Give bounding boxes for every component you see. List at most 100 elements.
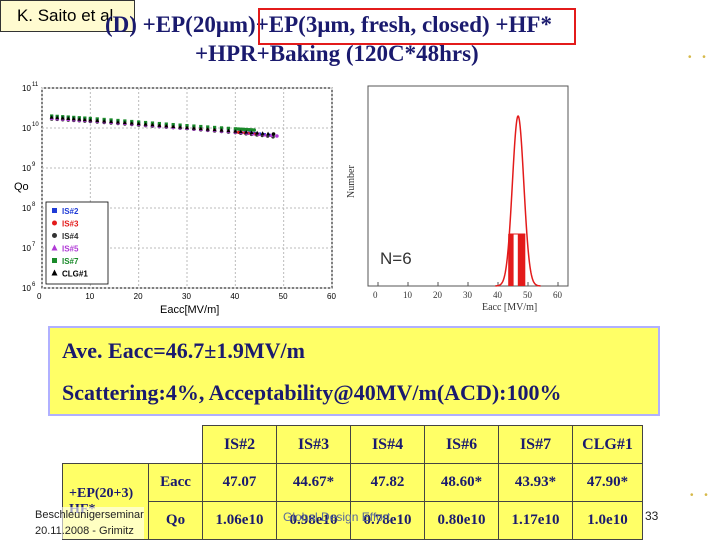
table-cell: 47.07: [202, 463, 277, 502]
legend-label: IS#4: [62, 232, 79, 241]
legend-label: IS#3: [62, 220, 79, 229]
data-point: [268, 133, 273, 138]
x-tick-label: 60: [327, 292, 336, 301]
eacc-histogram: 0 10 20 30 40 50 60 N=6 Number Eacc [MV/m]: [342, 78, 574, 318]
column-header: IS#2: [202, 425, 277, 464]
table-row: Qo 1.06e10 0.98e10 0.78e10 0.80e10 1.17e…: [63, 501, 643, 540]
scattering-acceptability: Scattering:4%, Acceptability@40MV/m(ACD)…: [62, 380, 562, 405]
footer-seminar: Beschleunigerseminar 20.11.2008 - Grimit…: [35, 507, 144, 539]
data-point: [271, 132, 276, 136]
y-tick-label: 10: [22, 124, 31, 133]
data-point: [77, 117, 82, 121]
y-tick-exponent: 10: [32, 122, 39, 128]
data-point: [236, 127, 240, 131]
data-point: [136, 121, 141, 126]
gaussian-fit-curve: [495, 115, 541, 287]
data-point: [122, 120, 127, 125]
x-tick-label: 20: [134, 292, 143, 301]
data-point: [249, 128, 254, 132]
legend-marker: [51, 244, 58, 251]
y-tick-label: 10: [22, 164, 31, 173]
data-point: [178, 125, 183, 129]
table-cell: 47.82: [350, 463, 425, 502]
attribution-box: K. Saito et al.: [0, 0, 135, 32]
y-tick-exponent: 9: [32, 162, 36, 168]
data-point: [71, 116, 76, 121]
y-tick-exponent: 8: [32, 202, 36, 208]
y-tick-label: 10: [22, 284, 31, 293]
data-point: [233, 129, 238, 133]
sample-count: N=6: [380, 249, 412, 268]
legend-marker: [52, 233, 57, 238]
data-point: [129, 121, 134, 125]
legend-marker: [52, 208, 57, 213]
data-point: [252, 128, 256, 132]
y-axis-label: Number: [346, 165, 357, 198]
x-tick-label: 60: [553, 290, 563, 300]
x-tick-label: 40: [230, 292, 239, 301]
x-tick-label: 10: [85, 292, 94, 301]
x-ticks: 0 10 20 30 40 50 60: [37, 292, 336, 301]
x-tick-label: 20: [433, 290, 443, 300]
column-header: IS#6: [424, 425, 499, 464]
histogram-bar: [508, 234, 512, 286]
data-point: [233, 127, 237, 131]
row-label: Eacc: [148, 463, 203, 502]
slide-title-line-2: +HPR+Baking (120C*48hrs): [195, 41, 479, 66]
data-point: [55, 115, 60, 120]
table-cell: 47.90*: [572, 463, 643, 502]
data-points: [49, 114, 279, 139]
histogram-bar: [520, 234, 524, 286]
table-cell: 0.78e10: [350, 501, 425, 540]
y-axis-label: Qo: [14, 181, 29, 193]
legend-label: IS#2: [62, 207, 79, 216]
data-point: [102, 119, 107, 123]
data-point: [275, 134, 279, 138]
column-header: IS#7: [498, 425, 573, 464]
data-point: [249, 130, 254, 134]
data-point: [219, 128, 224, 132]
data-point: [238, 129, 243, 134]
table-cell: 1.0e10: [572, 501, 643, 540]
legend-marker: [52, 258, 57, 263]
histogram-bar: [510, 234, 514, 286]
y-tick-label: 10: [22, 244, 31, 253]
data-point: [109, 119, 114, 124]
data-point: [198, 126, 203, 131]
y-tick-exponent: 6: [32, 282, 36, 288]
table-cell: 1.17e10: [498, 501, 573, 540]
data-point: [60, 116, 65, 120]
row-label: Qo: [148, 501, 203, 540]
decoration-dots: • •: [688, 52, 710, 63]
x-tick-label: 50: [279, 292, 288, 301]
data-point: [244, 127, 248, 132]
decoration-dots: • •: [690, 490, 712, 501]
x-tick-label: 30: [182, 292, 191, 301]
data-point: [157, 123, 162, 127]
data-point: [49, 115, 54, 119]
data-point: [205, 127, 210, 131]
results-table: IS#2 IS#3 IS#4 IS#6 IS#7 CLG#1 +EP(20+3)…: [62, 425, 643, 540]
x-tick-label: 0: [373, 290, 378, 300]
data-point: [212, 127, 217, 132]
data-point: [257, 132, 262, 136]
data-point: [213, 125, 217, 130]
average-eacc: Ave. Eacc=46.7±1.9MV/m: [62, 338, 305, 363]
legend-marker: [52, 220, 57, 226]
table-cell: 48.60*: [424, 463, 499, 502]
data-point: [150, 122, 155, 127]
slide-title-line-1: (D) +EP(20μm)+EP(3μm, fresh, closed) +HF…: [105, 12, 552, 37]
data-point: [143, 122, 148, 126]
footer-gde: Global Design Effort: [283, 510, 391, 524]
data-point: [266, 134, 270, 138]
histogram-bars: [508, 233, 526, 286]
x-tick-label: 40: [493, 290, 503, 300]
legend: IS#2 IS#3 IS#4 IS#5 IS#7 CLG#1: [45, 201, 109, 285]
histogram-bar: [522, 234, 526, 286]
data-point: [239, 127, 243, 131]
x-axis-label: Eacc [MV/m]: [482, 302, 537, 313]
x-ticks: 0 10 20 30 40 50 60: [368, 282, 568, 300]
table-cell: 0.98e10: [276, 501, 351, 540]
data-point: [226, 126, 231, 130]
